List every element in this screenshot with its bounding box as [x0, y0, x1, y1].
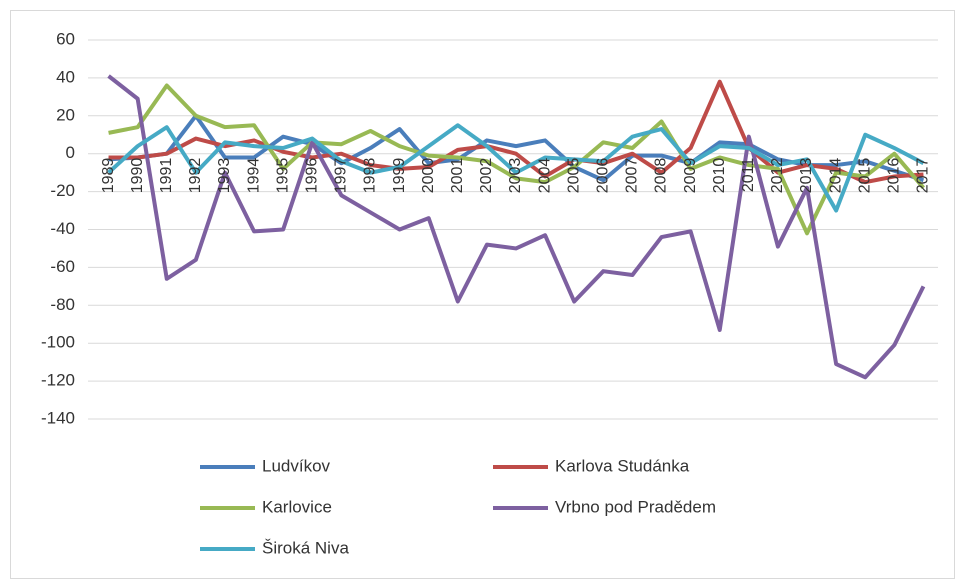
x-tick-label: 2004 — [536, 158, 553, 194]
y-tick-label: -60 — [50, 257, 75, 276]
x-tick-label: 1999 — [391, 158, 408, 194]
x-tick-label: 2013 — [798, 158, 815, 194]
series-line — [108, 79, 924, 185]
x-tick-label: 2009 — [682, 158, 699, 194]
legend-label: Karlovice — [262, 497, 332, 516]
x-tick-label: 2000 — [420, 158, 437, 194]
x-tick-label: 2001 — [449, 158, 466, 194]
chart-frame — [10, 10, 955, 579]
y-tick-label: -40 — [50, 219, 75, 238]
x-tick-label: 1991 — [158, 158, 175, 194]
x-tick-label: 2007 — [624, 158, 641, 194]
y-tick-label: -100 — [41, 333, 75, 352]
x-tick-label: 2017 — [915, 158, 932, 194]
x-tick-label: 2002 — [478, 158, 495, 194]
y-tick-label: 20 — [56, 105, 75, 124]
x-tick-label: 2006 — [595, 158, 612, 194]
legend-label: Široká Niva — [262, 538, 349, 557]
x-tick-label: 1996 — [303, 158, 320, 194]
y-tick-label: 60 — [56, 29, 75, 48]
x-tick-label: 1993 — [216, 158, 233, 194]
x-tick-label: 1995 — [274, 158, 291, 194]
x-tick-label: 1994 — [245, 158, 262, 194]
x-tick-label: 2005 — [565, 158, 582, 194]
y-tick-label: -80 — [50, 295, 75, 314]
x-tick-label: 1998 — [362, 158, 379, 194]
series-line — [107, 74, 926, 380]
x-tick-label: 2011 — [740, 158, 757, 193]
x-tick-label: 1992 — [187, 158, 204, 194]
legend-label: Karlova Studánka — [555, 456, 690, 475]
series-line — [108, 83, 925, 236]
x-tick-label: 2003 — [507, 158, 524, 194]
x-tick-label: 2012 — [769, 158, 786, 194]
y-tick-label: -140 — [41, 408, 75, 427]
x-tick-label: 2016 — [886, 158, 903, 194]
y-tick-label: -20 — [50, 181, 75, 200]
y-tick-label: 0 — [66, 143, 75, 162]
legend-label: Vrbno pod Pradědem — [555, 497, 716, 516]
x-tick-label: 1989 — [100, 158, 117, 194]
x-tick-label: 1997 — [333, 158, 350, 194]
x-tick-label: 2010 — [711, 158, 728, 194]
x-tick-label: 2008 — [653, 158, 670, 194]
x-tick-label: 1990 — [129, 158, 146, 194]
y-tick-label: -120 — [41, 371, 75, 390]
y-tick-label: 40 — [56, 67, 75, 86]
series-line — [107, 123, 925, 213]
x-tick-label: 2014 — [827, 158, 844, 194]
legend-label: Ludvíkov — [262, 456, 331, 475]
x-tick-label: 2015 — [856, 158, 873, 194]
